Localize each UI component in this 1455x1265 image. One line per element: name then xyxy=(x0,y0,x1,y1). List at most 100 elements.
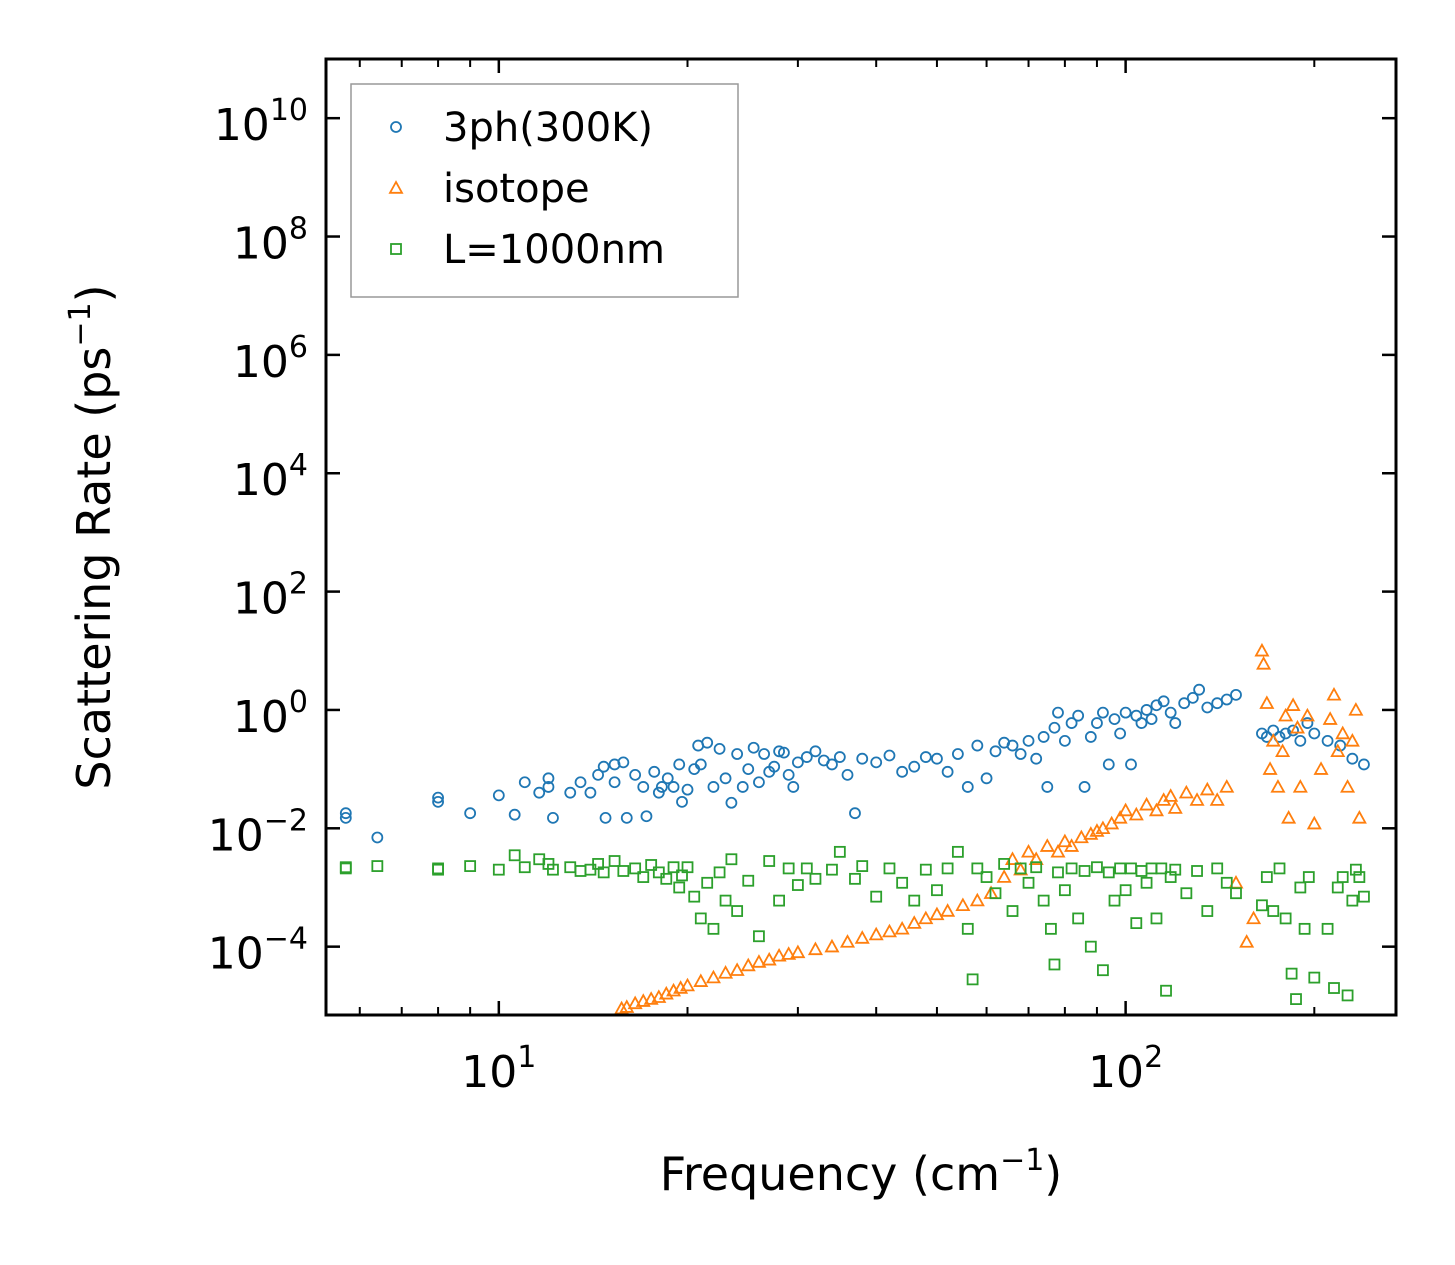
data-point xyxy=(1119,706,1132,719)
data-point xyxy=(707,922,720,935)
data-point xyxy=(1169,717,1182,729)
data-point xyxy=(1294,881,1307,894)
data-point xyxy=(1030,752,1043,765)
data-point xyxy=(941,862,954,875)
data-point xyxy=(966,973,979,986)
data-point xyxy=(1102,866,1115,879)
data-point xyxy=(791,879,804,891)
data-point xyxy=(1006,905,1019,917)
data-point xyxy=(854,930,870,944)
data-point xyxy=(1050,843,1066,858)
data-point xyxy=(371,860,384,872)
data-point xyxy=(533,786,546,799)
data-point xyxy=(1285,967,1298,980)
data-point xyxy=(841,768,854,781)
data-point xyxy=(1191,865,1203,877)
data-point xyxy=(931,884,943,897)
data-point xyxy=(883,862,896,875)
data-point xyxy=(1108,894,1121,907)
data-point xyxy=(1348,702,1364,716)
data-point xyxy=(1064,838,1080,852)
data-point xyxy=(980,772,993,785)
data-point xyxy=(694,912,707,925)
data-point xyxy=(1078,865,1091,877)
data-point xyxy=(694,758,707,771)
y-tick-exp: −4 xyxy=(264,922,308,957)
data-point xyxy=(1265,733,1281,747)
data-point xyxy=(1287,724,1299,737)
data-point xyxy=(951,748,964,760)
data-point xyxy=(707,781,720,793)
data-point xyxy=(955,897,971,911)
data-point xyxy=(1150,912,1163,925)
legend-marker xyxy=(390,243,402,255)
data-point xyxy=(778,746,790,759)
data-point xyxy=(1308,727,1321,740)
y-tick-base: 10 xyxy=(233,337,289,388)
data-point xyxy=(826,863,838,876)
data-point xyxy=(1260,871,1273,883)
data-point xyxy=(1351,810,1367,824)
data-point xyxy=(661,772,674,785)
data-point xyxy=(1048,958,1061,971)
data-point xyxy=(705,969,721,984)
data-point xyxy=(740,957,756,972)
data-point xyxy=(629,768,642,781)
data-point xyxy=(1201,905,1214,917)
data-point xyxy=(597,760,610,773)
data-point xyxy=(518,861,531,874)
y-tick-base: 10 xyxy=(233,692,289,743)
y-tick-exp: 6 xyxy=(289,330,308,365)
y-axis-title: Scattering Rate (ps−1) xyxy=(63,284,121,789)
data-point xyxy=(1037,731,1050,743)
data-point xyxy=(1065,862,1078,875)
data-point xyxy=(1058,734,1071,747)
data-point xyxy=(1230,688,1242,701)
data-point xyxy=(800,862,813,875)
data-point xyxy=(742,874,755,887)
data-point xyxy=(1073,829,1089,844)
data-point xyxy=(518,776,531,789)
data-point xyxy=(742,763,755,776)
y-tick-exp: −2 xyxy=(264,803,308,838)
data-point xyxy=(667,781,680,793)
data-point xyxy=(1292,779,1308,793)
data-point xyxy=(961,922,974,935)
data-point xyxy=(839,934,856,948)
data-point xyxy=(1045,922,1057,935)
data-point xyxy=(1006,739,1019,752)
y-tick-exp: 10 xyxy=(270,93,308,128)
data-point xyxy=(371,831,384,844)
y-tick-label: 102 xyxy=(233,567,308,625)
data-point xyxy=(1220,693,1233,706)
data-point xyxy=(951,845,964,858)
data-point xyxy=(1157,695,1170,708)
x-axis-title-text: Frequency (cm xyxy=(660,1147,1000,1201)
data-point xyxy=(1256,656,1272,670)
data-point xyxy=(1180,887,1193,900)
data-point xyxy=(941,765,954,778)
legend-label: isotope xyxy=(443,166,590,212)
data-point xyxy=(856,860,869,872)
data-point xyxy=(701,876,714,889)
data-point xyxy=(1135,717,1148,729)
data-point xyxy=(1326,686,1342,701)
y-tick-base: 10 xyxy=(233,455,289,506)
data-point xyxy=(1358,758,1370,771)
data-point xyxy=(996,869,1012,883)
data-point xyxy=(1037,894,1050,907)
data-point xyxy=(1156,792,1172,806)
data-point xyxy=(1108,713,1121,726)
data-point xyxy=(1336,871,1349,883)
y-tick-label: 10−4 xyxy=(208,922,308,980)
data-point xyxy=(725,796,738,809)
data-point xyxy=(1246,910,1262,925)
data-point xyxy=(849,872,861,885)
data-point xyxy=(1097,706,1109,719)
y-tick-base: 10 xyxy=(208,929,264,980)
data-point xyxy=(1091,861,1103,874)
x-tick-exp: 2 xyxy=(1144,1040,1163,1075)
y-tick-label: 10−2 xyxy=(208,803,308,861)
data-point xyxy=(1256,899,1268,912)
data-point xyxy=(432,795,444,808)
